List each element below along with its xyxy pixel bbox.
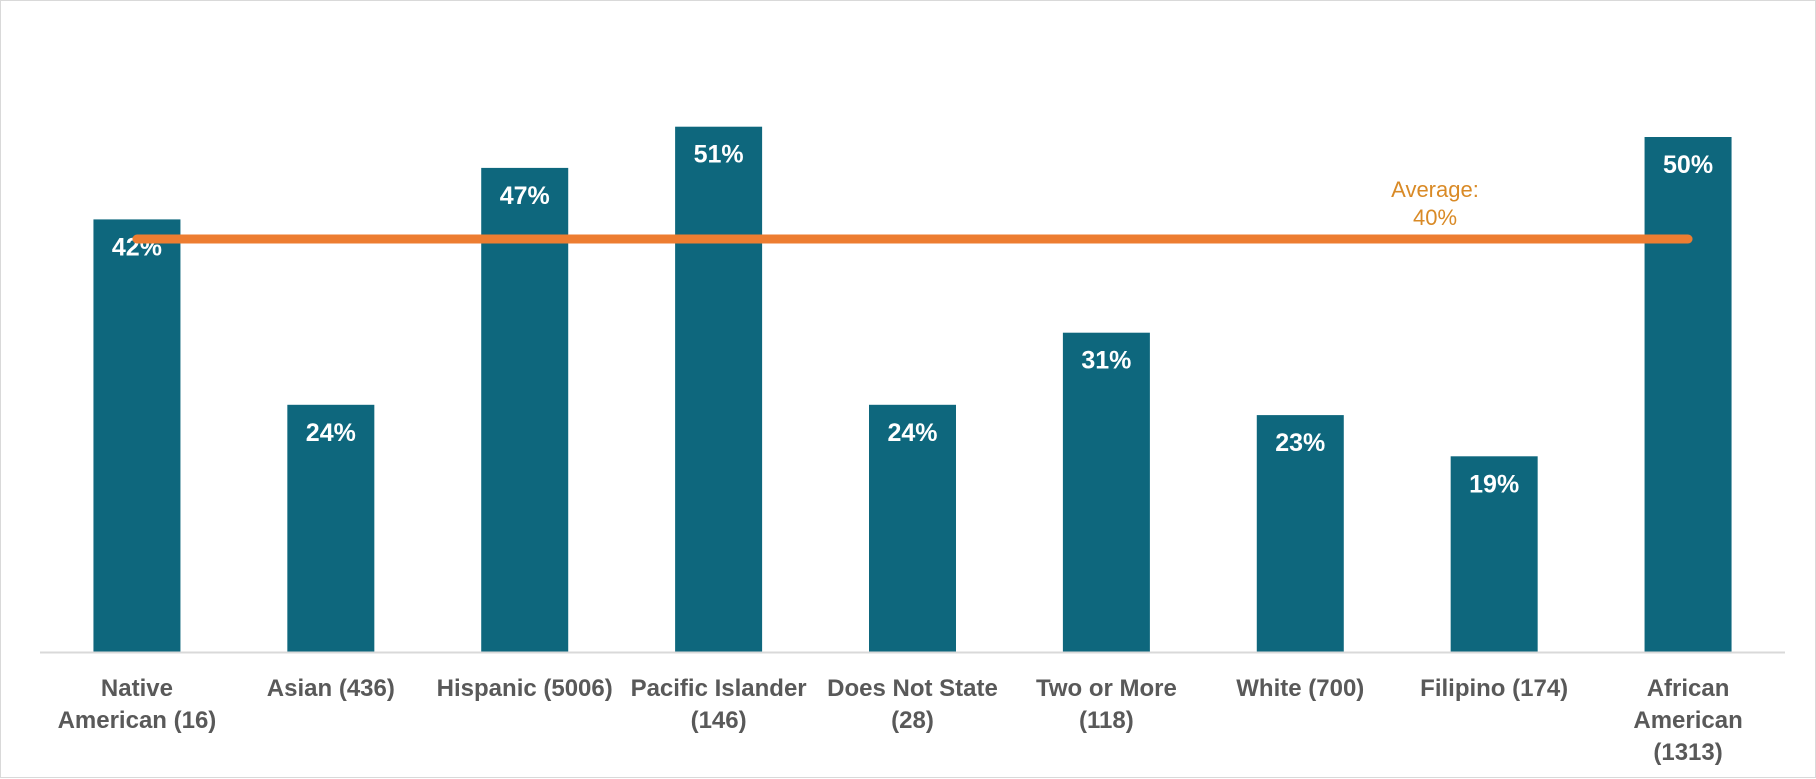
data-label-7: 19%	[1469, 470, 1519, 498]
category-label-line: Filipino (174)	[1420, 675, 1568, 702]
average-label: Average: 40%	[1391, 177, 1479, 230]
data-label-6: 23%	[1275, 429, 1325, 457]
category-label-4: Does Not State (28)	[827, 675, 998, 734]
bar-1	[287, 404, 375, 652]
average-label-line: Average:	[1391, 177, 1479, 202]
data-label-5: 31%	[1081, 347, 1131, 375]
bar-3	[675, 126, 763, 652]
average-layer: Average: 40%	[132, 177, 1693, 244]
category-label-5: Two or More (118)	[1036, 675, 1177, 734]
data-label-8: 50%	[1663, 151, 1713, 179]
category-label-line: Hispanic (5006)	[437, 675, 613, 702]
category-label-6: White (700)	[1236, 675, 1364, 702]
category-label-7: Filipino (174)	[1420, 675, 1568, 702]
category-label-2: Hispanic (5006)	[437, 675, 613, 702]
category-label-line: Asian (436)	[267, 675, 395, 702]
bar-0	[93, 219, 181, 652]
category-label-0: Native American (16)	[58, 675, 217, 734]
data-label-2: 47%	[500, 182, 550, 210]
average-label-line: 40%	[1413, 205, 1457, 230]
category-label-line: Two or More	[1036, 675, 1177, 702]
category-label-line: Native	[101, 675, 173, 702]
category-label-line: (118)	[1079, 707, 1134, 734]
category-label-3: Pacific Islander (146)	[631, 675, 807, 734]
category-label-line: White (700)	[1236, 675, 1364, 702]
category-label-line: African	[1647, 675, 1730, 702]
category-label-line: Pacific Islander	[631, 675, 807, 702]
data-label-1: 24%	[306, 419, 356, 447]
bar-8	[1644, 137, 1732, 652]
category-labels: Native American (16) Asian (436) Hispanic (…	[58, 675, 1743, 766]
category-label-line: (28)	[891, 707, 934, 734]
data-label-3: 51%	[694, 141, 744, 169]
bar-7	[1450, 456, 1538, 652]
bar-5	[1062, 332, 1150, 652]
category-label-line: Does Not State	[827, 675, 998, 702]
bar-6	[1256, 415, 1344, 652]
category-label-line: American	[1633, 707, 1742, 734]
data-label-4: 24%	[887, 419, 937, 447]
category-label-line: (146)	[691, 707, 747, 734]
category-label-line: (1313)	[1653, 739, 1722, 766]
category-label-line: American (16)	[58, 707, 217, 734]
bar-2	[481, 167, 569, 652]
bars-layer: 42%24%47%51%24%31%23%19%50%	[93, 126, 1732, 652]
bar-4	[869, 404, 956, 652]
category-label-8: African American (1313)	[1633, 675, 1742, 766]
category-label-1: Asian (436)	[267, 675, 395, 702]
